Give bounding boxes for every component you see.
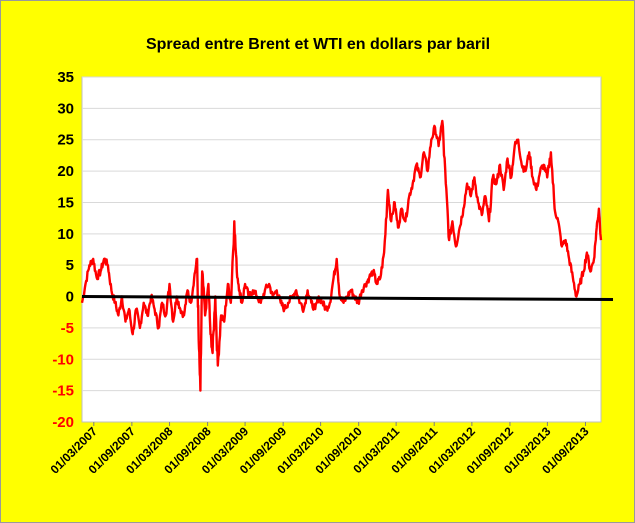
y-tick-label: 15 (57, 194, 74, 211)
y-tick-label: -20 (52, 414, 74, 431)
y-tick-label: 10 (57, 226, 74, 243)
chart-title: Spread entre Brent et WTI en dollars par… (146, 36, 490, 53)
series-layer (80, 119, 603, 392)
zero-line (81, 295, 614, 302)
y-tick-label: -10 (52, 351, 74, 368)
y-tick-label: 0 (66, 289, 74, 306)
y-tick-label: 5 (66, 257, 74, 274)
y-tick-label: 30 (57, 100, 74, 117)
y-tick-label: 25 (57, 132, 74, 149)
plot-area (81, 76, 602, 423)
y-axis-ticks: 35 30 25 20 15 10 5 0 -5 -10 -15 -20 (52, 69, 74, 431)
y-tick-label: -15 (52, 383, 74, 400)
spread-series-line (80, 119, 603, 392)
y-tick-label: 20 (57, 163, 74, 180)
x-axis-ticks: 01/03/200701/09/200701/03/200801/09/2008… (48, 422, 592, 477)
grid-lines (82, 76, 601, 392)
y-tick-label: -5 (61, 320, 74, 337)
y-tick-label: 35 (57, 69, 74, 86)
